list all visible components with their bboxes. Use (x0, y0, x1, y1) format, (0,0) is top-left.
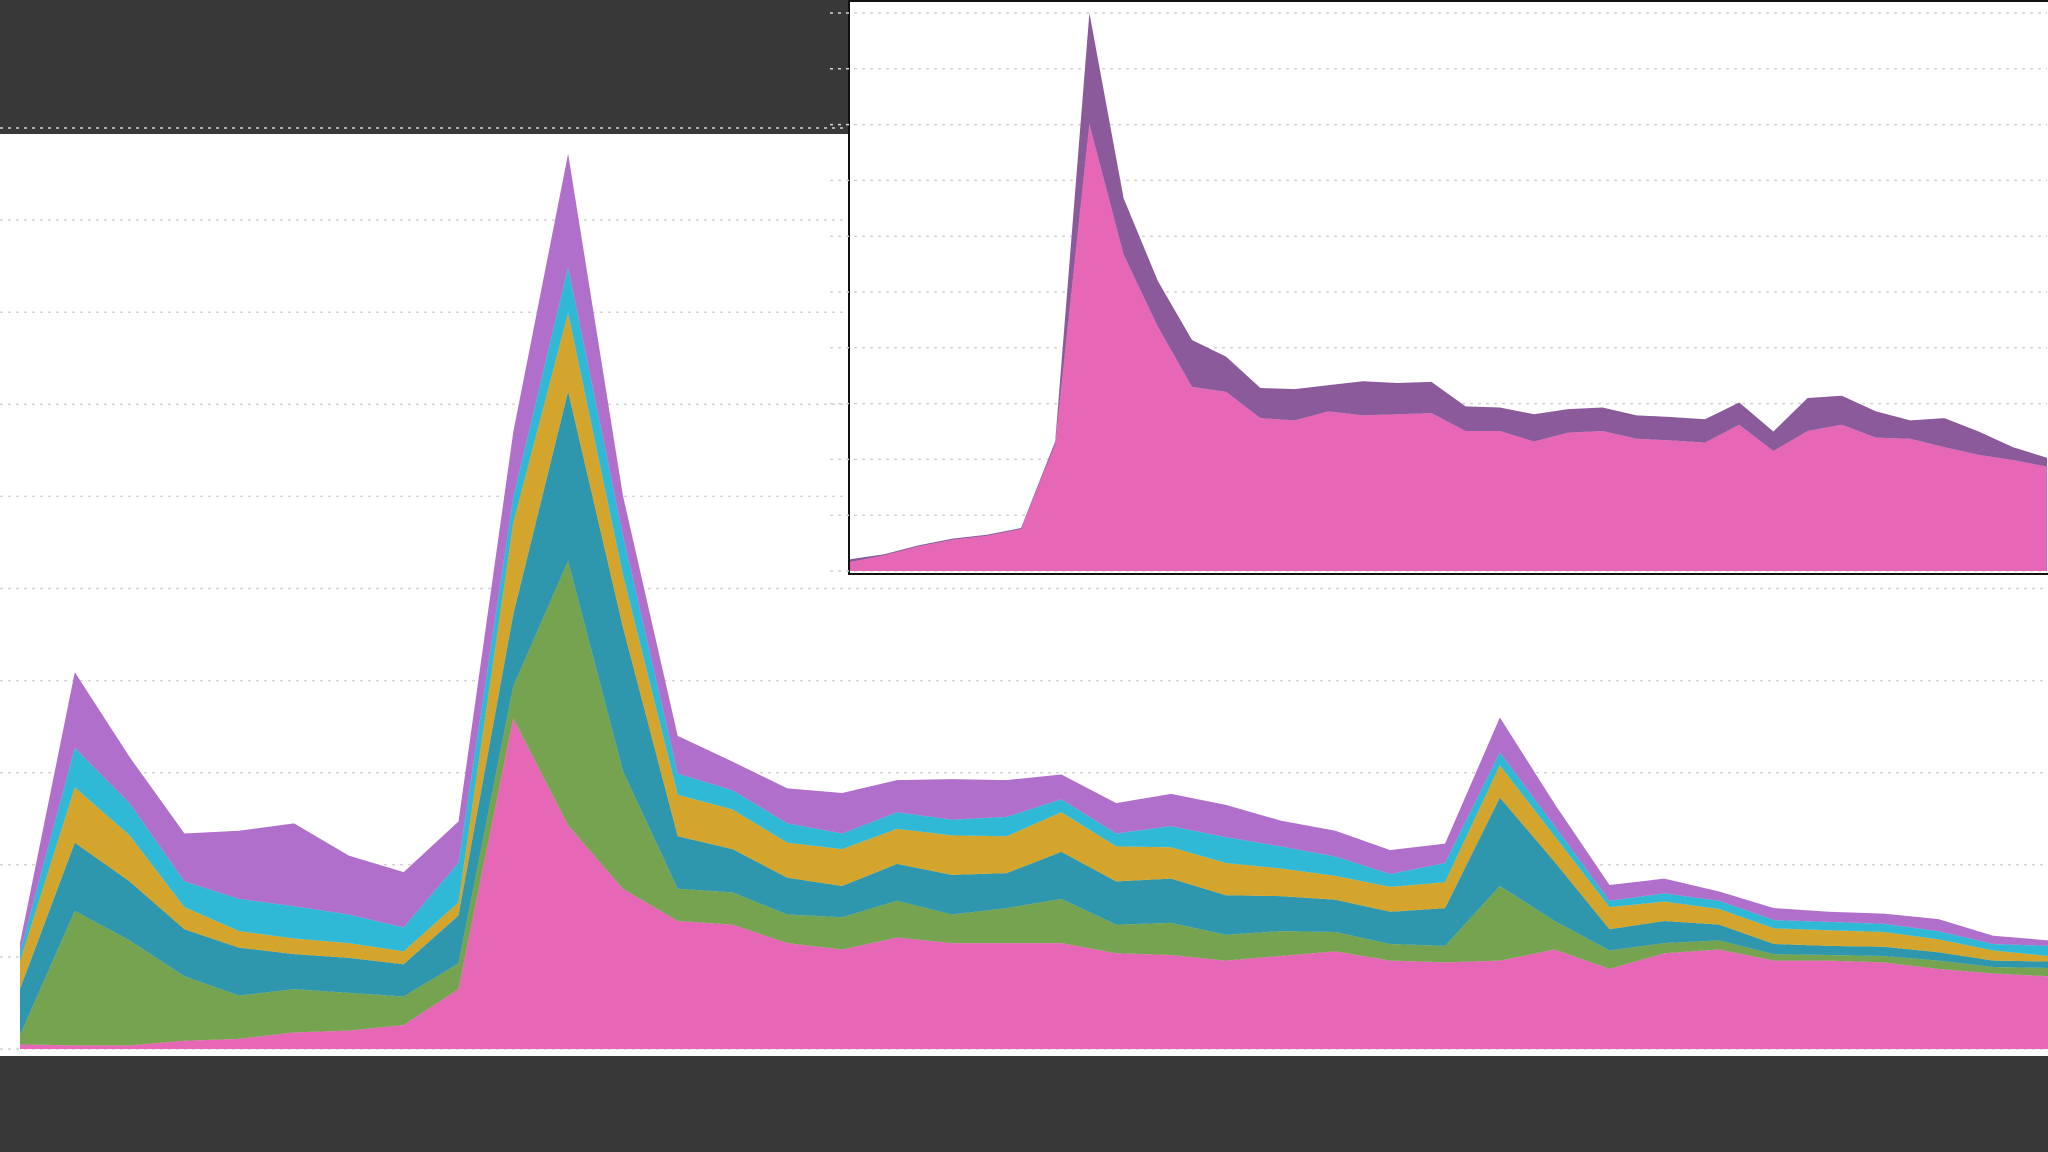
area-series (20, 313, 2048, 990)
top-bar (0, 0, 848, 134)
area-series (20, 560, 2048, 1046)
area-series (20, 153, 2048, 953)
bottom-bar (0, 1056, 2048, 1152)
area-series (20, 391, 2048, 1036)
area-series (20, 718, 2048, 1049)
inset-chart (830, 12, 2047, 572)
area-series (850, 13, 2047, 563)
area-series (850, 124, 2047, 572)
area-series (20, 267, 2048, 962)
main-chart (0, 127, 2048, 1050)
